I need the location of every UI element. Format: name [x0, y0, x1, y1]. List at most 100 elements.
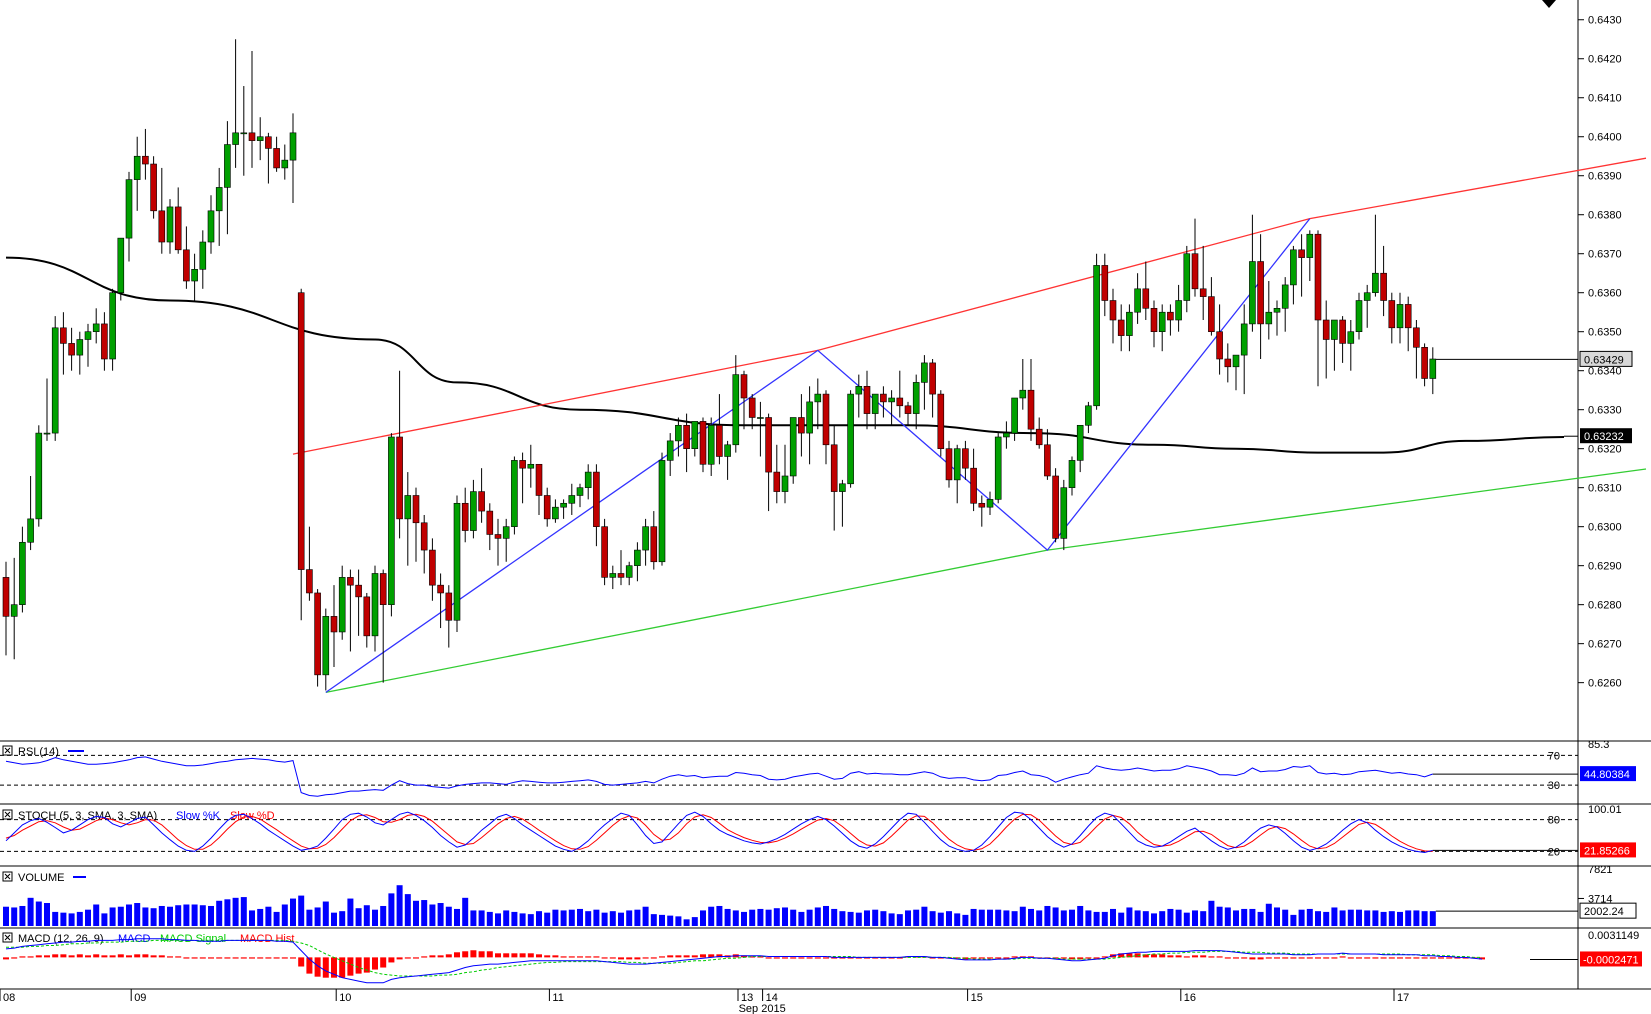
macd-hist-bar[interactable] [1372, 957, 1379, 959]
candle[interactable] [199, 230, 207, 289]
candle[interactable] [1372, 214, 1379, 297]
upper-channel-line[interactable] [292, 157, 1647, 455]
candle[interactable] [347, 569, 354, 652]
candle[interactable] [666, 433, 674, 476]
candle[interactable] [1199, 245, 1207, 321]
stoch-close-icon[interactable] [4, 811, 11, 818]
macd-hist-bar[interactable] [1331, 957, 1338, 959]
volume-bar[interactable] [117, 906, 124, 926]
volume-bar[interactable] [544, 912, 551, 926]
macd-hist-bar[interactable] [486, 951, 493, 958]
volume-bar[interactable] [675, 916, 682, 926]
candle[interactable] [593, 464, 600, 547]
macd-hist-bar[interactable] [765, 957, 772, 959]
macd-hist-bar[interactable] [60, 954, 67, 958]
volume-bar[interactable] [404, 894, 411, 926]
candle[interactable] [814, 378, 822, 430]
candle[interactable] [470, 479, 477, 539]
macd-hist-bar[interactable] [1118, 953, 1125, 958]
candle[interactable] [314, 589, 321, 687]
candle[interactable] [511, 456, 518, 535]
macd-hist-bar[interactable] [142, 954, 149, 958]
candle[interactable] [1355, 292, 1363, 340]
macd-hist-bar[interactable] [470, 950, 477, 958]
candle[interactable] [1150, 300, 1158, 348]
candle[interactable] [707, 417, 715, 476]
macd-hist-bar[interactable] [1315, 957, 1321, 959]
volume-bar[interactable] [1249, 908, 1256, 926]
macd-hist-bar[interactable] [741, 955, 747, 958]
volume-bar[interactable] [1085, 910, 1092, 926]
candle[interactable] [1290, 245, 1297, 305]
candle[interactable] [765, 413, 772, 512]
macd-hist-bar[interactable] [363, 957, 370, 973]
volume-bar[interactable] [855, 912, 862, 926]
volume-bar[interactable] [126, 904, 132, 926]
candle[interactable] [1388, 292, 1396, 344]
macd-hist-bar[interactable] [117, 954, 124, 958]
volume-bar[interactable] [1265, 903, 1272, 926]
candle[interactable] [306, 526, 313, 601]
candle[interactable] [1380, 245, 1387, 317]
macd-hist-bar[interactable] [495, 953, 501, 958]
candle[interactable] [420, 514, 428, 574]
macd-hist-bar[interactable] [1224, 957, 1231, 959]
moving-average-line[interactable] [5, 256, 1565, 454]
macd-hist-bar[interactable] [864, 957, 870, 959]
candle[interactable] [486, 503, 494, 551]
macd-hist-bar[interactable] [749, 956, 756, 958]
volume-bar[interactable] [1060, 910, 1067, 926]
candle[interactable] [1117, 304, 1125, 352]
candle[interactable] [650, 511, 658, 570]
volume-bar[interactable] [478, 910, 485, 926]
macd-hist-bar[interactable] [1462, 957, 1469, 959]
candle[interactable] [1175, 284, 1182, 332]
volume-close-icon[interactable] [4, 873, 11, 880]
volume-bar[interactable] [1257, 911, 1264, 926]
volume-bar[interactable] [732, 910, 739, 926]
volume-bar[interactable] [995, 909, 1002, 926]
candle[interactable] [281, 144, 289, 180]
macd-hist-bar[interactable] [372, 957, 378, 970]
volume-bar[interactable] [1003, 910, 1010, 926]
volume-bar[interactable] [1364, 910, 1371, 926]
candle[interactable] [757, 401, 764, 457]
macd-hist-bar[interactable] [831, 957, 838, 959]
macd-hist-bar[interactable] [577, 956, 583, 958]
stoch-k-line[interactable] [5, 811, 1433, 854]
macd-hist-bar[interactable] [1429, 957, 1436, 959]
volume-bar[interactable] [1224, 907, 1231, 926]
macd-hist-bar[interactable] [1282, 957, 1289, 959]
candle[interactable] [855, 374, 863, 418]
macd-hist-bar[interactable] [240, 957, 247, 959]
macd-hist-bar[interactable] [306, 957, 313, 974]
volume-bar[interactable] [1069, 909, 1075, 926]
candle[interactable] [519, 452, 526, 504]
candle[interactable] [601, 518, 608, 586]
candle[interactable] [1413, 320, 1420, 379]
candle[interactable] [921, 355, 928, 410]
volume-bar[interactable] [1233, 910, 1239, 926]
macd-hist-bar[interactable] [593, 956, 600, 958]
volume-bar[interactable] [35, 901, 42, 926]
macd-hist-bar[interactable] [109, 955, 116, 958]
candle[interactable] [847, 390, 854, 488]
macd-hist-bar[interactable] [691, 955, 698, 958]
candle[interactable] [978, 495, 986, 527]
volume-bar[interactable] [1011, 911, 1018, 926]
volume-bar[interactable] [814, 907, 821, 926]
candle[interactable] [150, 156, 157, 219]
candle[interactable] [125, 171, 133, 262]
macd-hist-bar[interactable] [1397, 957, 1403, 959]
candle[interactable] [1011, 397, 1018, 441]
candle[interactable] [1396, 292, 1404, 344]
volume-bar[interactable] [962, 914, 969, 926]
candle[interactable] [355, 569, 362, 636]
candle[interactable] [1167, 304, 1174, 336]
candle[interactable] [822, 390, 830, 465]
volume-bar[interactable] [454, 908, 460, 926]
volume-bar[interactable] [1110, 908, 1116, 926]
candle[interactable] [1101, 253, 1109, 317]
volume-bar[interactable] [1044, 905, 1051, 926]
volume-bar[interactable] [1241, 908, 1248, 926]
